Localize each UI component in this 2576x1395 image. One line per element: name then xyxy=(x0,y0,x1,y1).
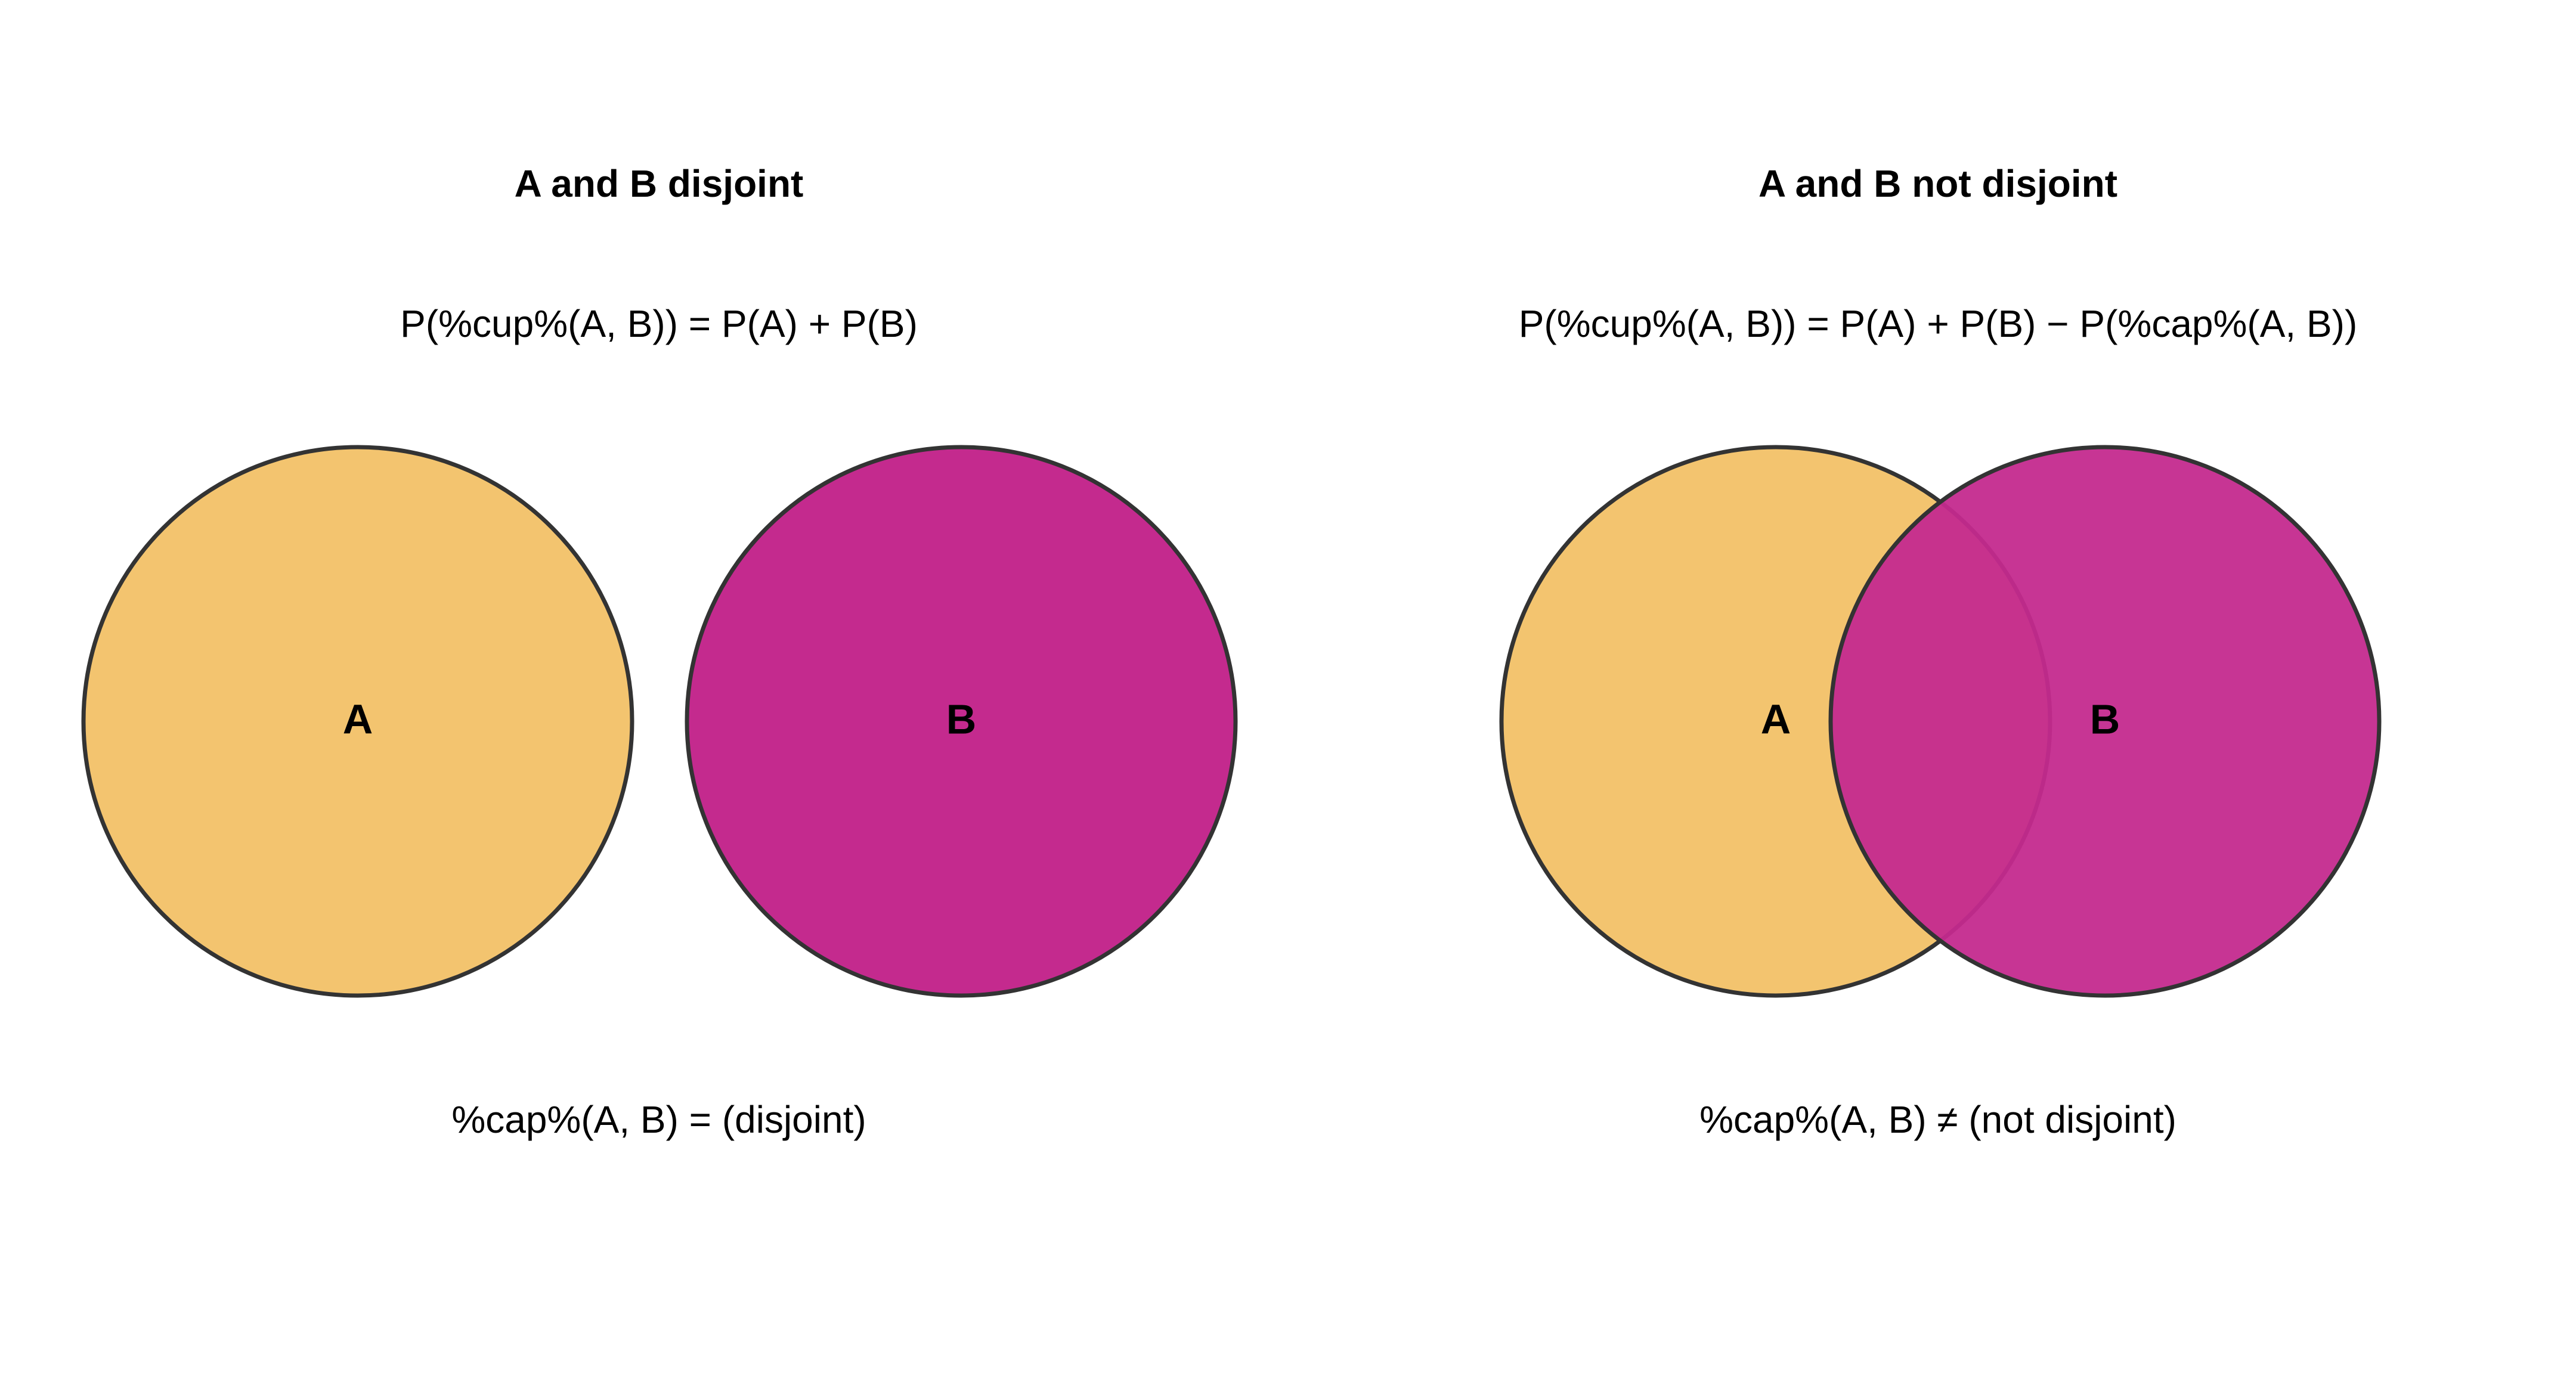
panel-disjoint: A and B disjoint P(%cup%(A, B)) = P(A) +… xyxy=(81,162,1238,1141)
panel-title: A and B disjoint xyxy=(515,162,804,205)
panel-title: A and B not disjoint xyxy=(1758,162,2117,205)
union-probability-formula: P(%cup%(A, B)) = P(A) + P(B) − P(%cap%(A… xyxy=(1519,302,2358,345)
set-a-label: A xyxy=(343,696,373,742)
intersection-formula: %cap%(A, B) ≠ (not disjoint) xyxy=(1699,1098,2176,1141)
set-b-label: B xyxy=(946,696,977,742)
panel-not-disjoint: A and B not disjoint P(%cup%(A, B)) = P(… xyxy=(1499,162,2382,1141)
set-b-circle xyxy=(685,445,1238,998)
set-a-label: A xyxy=(1761,696,1791,742)
set-a-circle xyxy=(81,445,634,998)
union-probability-formula: P(%cup%(A, B)) = P(A) + P(B) xyxy=(400,302,918,345)
set-b-label: B xyxy=(2090,696,2120,742)
set-b-circle xyxy=(1828,445,2382,998)
intersection-formula: %cap%(A, B) = (disjoint) xyxy=(451,1098,866,1141)
